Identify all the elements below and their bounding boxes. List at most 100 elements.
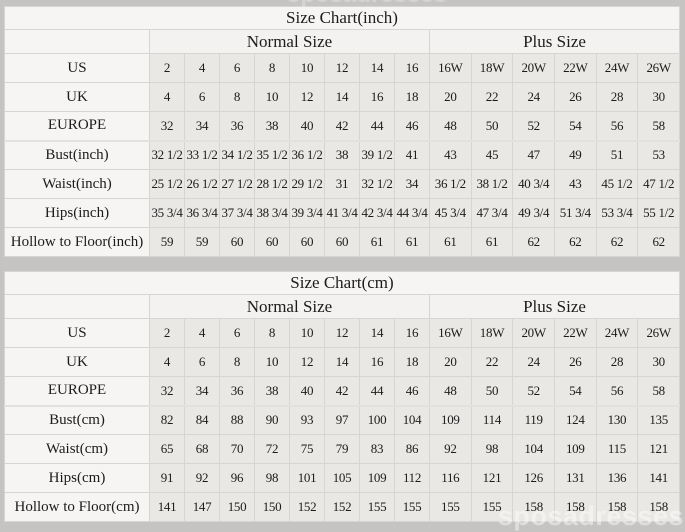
size-value-cell: 68 — [184, 434, 220, 464]
size-value-cell: 56 — [595, 376, 639, 407]
row-label: EUROPE — [4, 376, 150, 407]
size-value-cell: 44 3/4 — [394, 198, 430, 228]
size-value-cell: 34 — [184, 376, 220, 407]
size-value-cell: 150 — [254, 492, 290, 522]
size-value-cell: 24W — [595, 53, 639, 83]
size-value-cell: 46 — [394, 376, 430, 407]
size-value-cell: 10 — [254, 347, 290, 377]
size-value-cell: 31 — [324, 169, 360, 199]
size-value-cell: 43 — [553, 169, 597, 199]
size-value-cell: 126 — [512, 463, 555, 493]
size-value-cell: 72 — [254, 434, 290, 464]
size-value-cell: 16 — [359, 347, 395, 377]
size-value-cell: 52 — [512, 376, 555, 407]
size-value-cell: 43 — [429, 140, 472, 170]
size-value-cell: 35 3/4 — [149, 198, 185, 228]
size-value-cell: 38 — [254, 111, 290, 142]
size-value-cell: 115 — [595, 434, 639, 464]
size-value-cell: 51 3/4 — [553, 198, 597, 228]
size-value-cell: 105 — [324, 463, 360, 493]
size-value-cell: 12 — [289, 82, 325, 112]
size-value-cell: 26 1/2 — [184, 169, 220, 199]
size-value-cell: 22 — [470, 82, 514, 112]
group-header-normal-size: Normal Size — [149, 294, 430, 319]
size-value-cell: 155 — [359, 492, 395, 522]
size-value-cell: 18 — [394, 82, 430, 112]
size-value-cell: 4 — [149, 347, 185, 377]
size-value-cell: 14 — [324, 347, 360, 377]
size-value-cell: 14 — [359, 318, 395, 348]
size-value-cell: 114 — [470, 405, 514, 435]
size-value-cell: 8 — [219, 347, 255, 377]
size-value-cell: 46 — [394, 111, 430, 142]
size-value-cell: 104 — [394, 405, 430, 435]
size-value-cell: 44 — [359, 111, 395, 142]
size-value-cell: 101 — [289, 463, 325, 493]
size-value-cell: 2 — [149, 318, 185, 348]
size-value-cell: 30 — [637, 347, 680, 377]
size-value-cell: 4 — [184, 53, 220, 83]
size-value-cell: 131 — [553, 463, 597, 493]
size-value-cell: 91 — [149, 463, 185, 493]
size-value-cell: 34 — [394, 169, 430, 199]
row-label: Waist(inch) — [4, 169, 150, 199]
size-value-cell: 61 — [429, 227, 472, 257]
size-chart-inch-table: Size Chart(inch) Normal Size Plus Size US 2 4… — [4, 6, 681, 257]
size-value-cell: 14 — [324, 82, 360, 112]
size-value-cell: 38 — [254, 376, 290, 407]
size-value-cell: 26W — [637, 318, 680, 348]
size-value-cell: 39 1/2 — [359, 140, 395, 170]
row-label: US — [4, 53, 150, 83]
size-value-cell: 98 — [470, 434, 514, 464]
size-value-cell: 30 — [637, 82, 680, 112]
size-value-cell: 47 1/2 — [637, 169, 680, 199]
size-table: Size Chart(inch) Normal Size Plus Size US 2 4… — [4, 6, 680, 257]
size-chart-cm-table: Size Chart(cm) Normal Size Plus Size US 2 4 6 8… — [4, 271, 681, 522]
size-value-cell: 49 — [553, 140, 597, 170]
size-value-cell: 96 — [219, 463, 255, 493]
size-value-cell: 98 — [254, 463, 290, 493]
size-value-cell: 62 — [553, 227, 597, 257]
size-value-cell: 45 3/4 — [429, 198, 472, 228]
size-value-cell: 36 — [219, 376, 255, 407]
size-value-cell: 20 — [429, 82, 472, 112]
row-label: Hips(inch) — [4, 198, 150, 228]
size-value-cell: 119 — [512, 405, 555, 435]
size-value-cell: 97 — [324, 405, 360, 435]
row-label: Waist(cm) — [4, 434, 150, 464]
size-value-cell: 51 — [595, 140, 639, 170]
size-value-cell: 35 1/2 — [254, 140, 290, 170]
size-value-cell: 18W — [470, 53, 514, 83]
size-value-cell: 41 3/4 — [324, 198, 360, 228]
size-value-cell: 6 — [219, 53, 255, 83]
size-value-cell: 16W — [429, 53, 472, 83]
size-value-cell: 22W — [553, 53, 597, 83]
size-value-cell: 22W — [553, 318, 597, 348]
size-value-cell: 155 — [429, 492, 472, 522]
size-value-cell: 26 — [553, 82, 597, 112]
size-value-cell: 38 3/4 — [254, 198, 290, 228]
size-value-cell: 22 — [470, 347, 514, 377]
size-value-cell: 60 — [289, 227, 325, 257]
size-value-cell: 55 1/2 — [637, 198, 680, 228]
size-value-cell: 18 — [394, 347, 430, 377]
size-value-cell: 44 — [359, 376, 395, 407]
row-label: EUROPE — [4, 111, 150, 142]
size-value-cell: 20W — [512, 53, 555, 83]
size-value-cell: 54 — [553, 376, 597, 407]
size-value-cell: 158 — [637, 492, 680, 522]
size-value-cell: 60 — [254, 227, 290, 257]
size-value-cell: 59 — [184, 227, 220, 257]
size-value-cell: 8 — [219, 82, 255, 112]
group-header-plus-size: Plus Size — [429, 294, 680, 319]
size-value-cell: 100 — [359, 405, 395, 435]
size-value-cell: 121 — [637, 434, 680, 464]
size-value-cell: 32 — [149, 111, 185, 142]
size-value-cell: 90 — [254, 405, 290, 435]
size-value-cell: 48 — [429, 376, 472, 407]
size-value-cell: 32 — [149, 376, 185, 407]
size-value-cell: 28 1/2 — [254, 169, 290, 199]
size-value-cell: 130 — [595, 405, 639, 435]
group-header-normal-size: Normal Size — [149, 29, 430, 54]
size-value-cell: 41 — [394, 140, 430, 170]
